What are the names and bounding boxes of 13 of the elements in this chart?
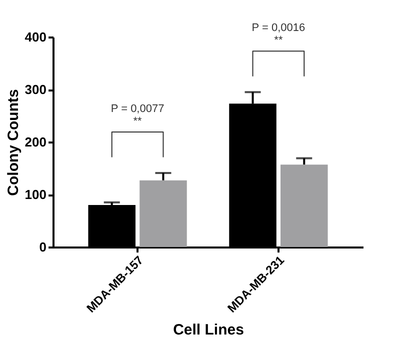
- y-tick-label: 0: [39, 240, 46, 254]
- annotation: **: [274, 34, 284, 47]
- y-tick-label: 100: [24, 187, 46, 202]
- annotation: **: [133, 116, 143, 128]
- y-tick-label: 200: [24, 134, 46, 150]
- text: P = 0,0016: [252, 22, 306, 34]
- y-tick-label: 400: [24, 30, 46, 44]
- annotation: P = 0,0077: [110, 102, 164, 115]
- y-tick-label: 300: [24, 82, 46, 97]
- x-axis-title: Cell Lines: [173, 322, 244, 339]
- y-axis-title: Colony Counts: [4, 89, 22, 196]
- bar: [280, 164, 328, 247]
- bar: [140, 180, 187, 247]
